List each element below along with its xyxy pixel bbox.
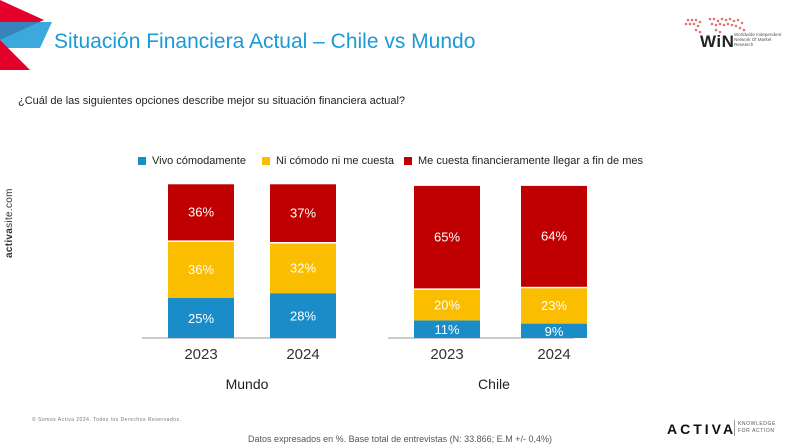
bar-mundo-2023-s1 [168,241,234,298]
win-logo-text: WiN [700,32,735,51]
activa-tagline-1: KNOWLEDGE [738,421,776,427]
group-label-chile: Chile [478,376,510,392]
data-label-mundo-2024-s0: 28% [290,309,316,324]
activa-divider [734,420,735,436]
group-label-mundo: Mundo [226,376,269,392]
legend-item-vivo: Vivo cómodamente [138,155,246,167]
bar-mundo-2024-s0 [270,293,336,338]
bar-mundo-2023-s0 [168,298,234,338]
bar-mundo-2024-s2 [270,184,336,242]
bar-chile-2024-s2 [521,185,587,287]
legend-swatch-vivo [138,157,146,165]
win-logo [684,17,746,34]
win-logo-subtitle: Worldwide Independent Network Of Market … [734,32,782,47]
bar-mundo-2023-s2 [168,184,234,241]
data-label-mundo-2024-s1: 32% [290,261,316,276]
tick-label-mundo-2023: 2023 [184,346,217,363]
data-label-chile-2023-s2: 65% [434,229,460,244]
footnote: Datos expresados en %. Base total de ent… [248,434,552,444]
data-label-mundo-2023-s2: 36% [188,205,214,220]
activa-tagline-2: FOR ACTION [738,428,775,434]
legend-label-ni: Ni cómodo ni me cuesta [276,155,394,167]
legend-label-vivo: Vivo cómodamente [152,155,246,167]
activa-logo: ACTIVA [667,421,737,437]
data-label-mundo-2023-s0: 25% [188,311,214,326]
copyright-text: © Somos Activa 2024. Todos los Derechos … [32,417,182,423]
legend-label-cuesta: Me cuesta financieramente llegar a fin d… [418,155,644,167]
bar-mundo-2024-s1 [270,243,336,294]
legend-item-ni: Ni cómodo ni me cuesta [262,155,394,167]
survey-question: ¿Cuál de las siguientes opciones describ… [18,95,406,107]
data-label-mundo-2024-s2: 37% [290,205,316,220]
tick-label-chile-2024: 2024 [537,346,570,363]
legend-item-cuesta: Me cuesta financieramente llegar a fin d… [404,155,643,167]
activa-tagline: KNOWLEDGE FOR ACTION [738,421,776,435]
data-label-chile-2024-s0: 9% [545,324,564,339]
data-label-mundo-2023-s1: 36% [188,262,214,277]
bar-chile-2024-s1 [521,288,587,324]
bar-chile-2024-s0 [521,323,587,338]
tick-label-chile-2023: 2023 [430,346,463,363]
page-title: Situación Financiera Actual – Chile vs M… [54,30,476,53]
activa-corner-logo [0,0,52,70]
data-label-chile-2024-s2: 64% [541,229,567,244]
data-label-chile-2023-s1: 20% [434,297,460,312]
tick-label-mundo-2024: 2024 [286,346,319,363]
bar-chile-2023-s2 [414,185,480,289]
bar-chile-2023-s1 [414,289,480,321]
bar-chile-2023-s0 [414,320,480,338]
legend-swatch-ni [262,157,270,165]
data-label-chile-2024-s1: 23% [541,298,567,313]
data-label-chile-2023-s0: 11% [434,322,459,337]
legend-swatch-cuesta [404,157,412,165]
